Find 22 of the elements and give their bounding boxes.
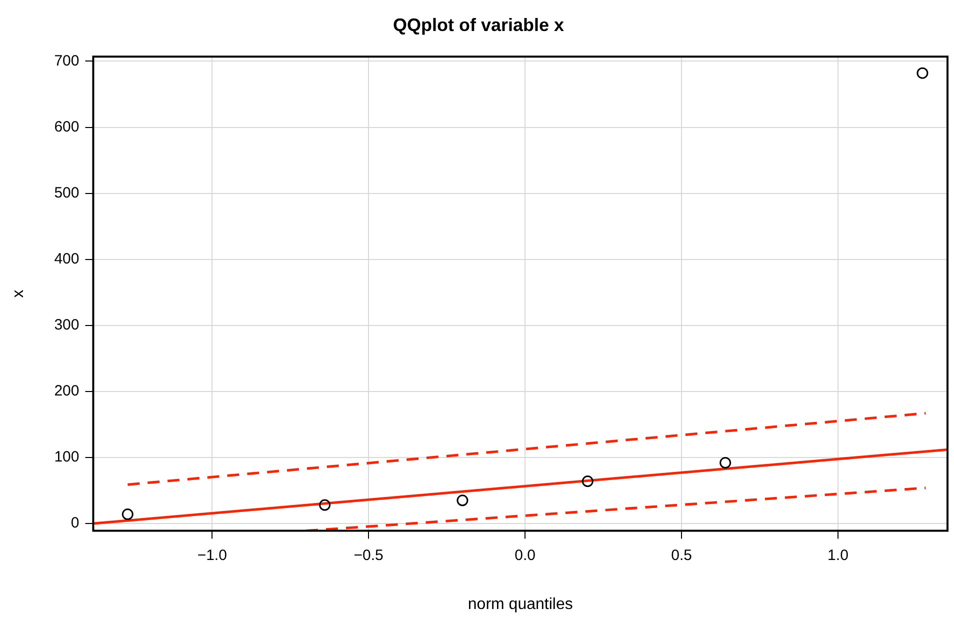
chart-title: QQplot of variable x	[392, 14, 564, 35]
y-tick-label: 100	[54, 448, 80, 466]
x-tick-label: 0.5	[671, 546, 692, 564]
y-tick-label: 400	[54, 250, 80, 268]
x-tick-label: 0.0	[514, 546, 536, 564]
x-tick-label: −1.0	[197, 546, 227, 564]
x-tick-label: −0.5	[354, 546, 384, 564]
y-tick-label: 600	[54, 118, 80, 136]
point	[720, 457, 732, 469]
point	[916, 67, 928, 79]
point	[319, 499, 331, 511]
y-tick-label: 0	[70, 514, 80, 532]
y-tick-label: 500	[54, 184, 80, 202]
x-axis-title: norm quantiles	[468, 596, 573, 613]
y-tick-label: 300	[54, 316, 80, 334]
point	[582, 476, 594, 488]
y-axis-title: x	[10, 290, 28, 298]
y-tick-label: 200	[54, 382, 80, 400]
x-tick-label: 1.0	[828, 546, 848, 564]
y-tick-label: 700	[54, 52, 80, 70]
point	[122, 508, 134, 520]
point	[456, 494, 468, 506]
